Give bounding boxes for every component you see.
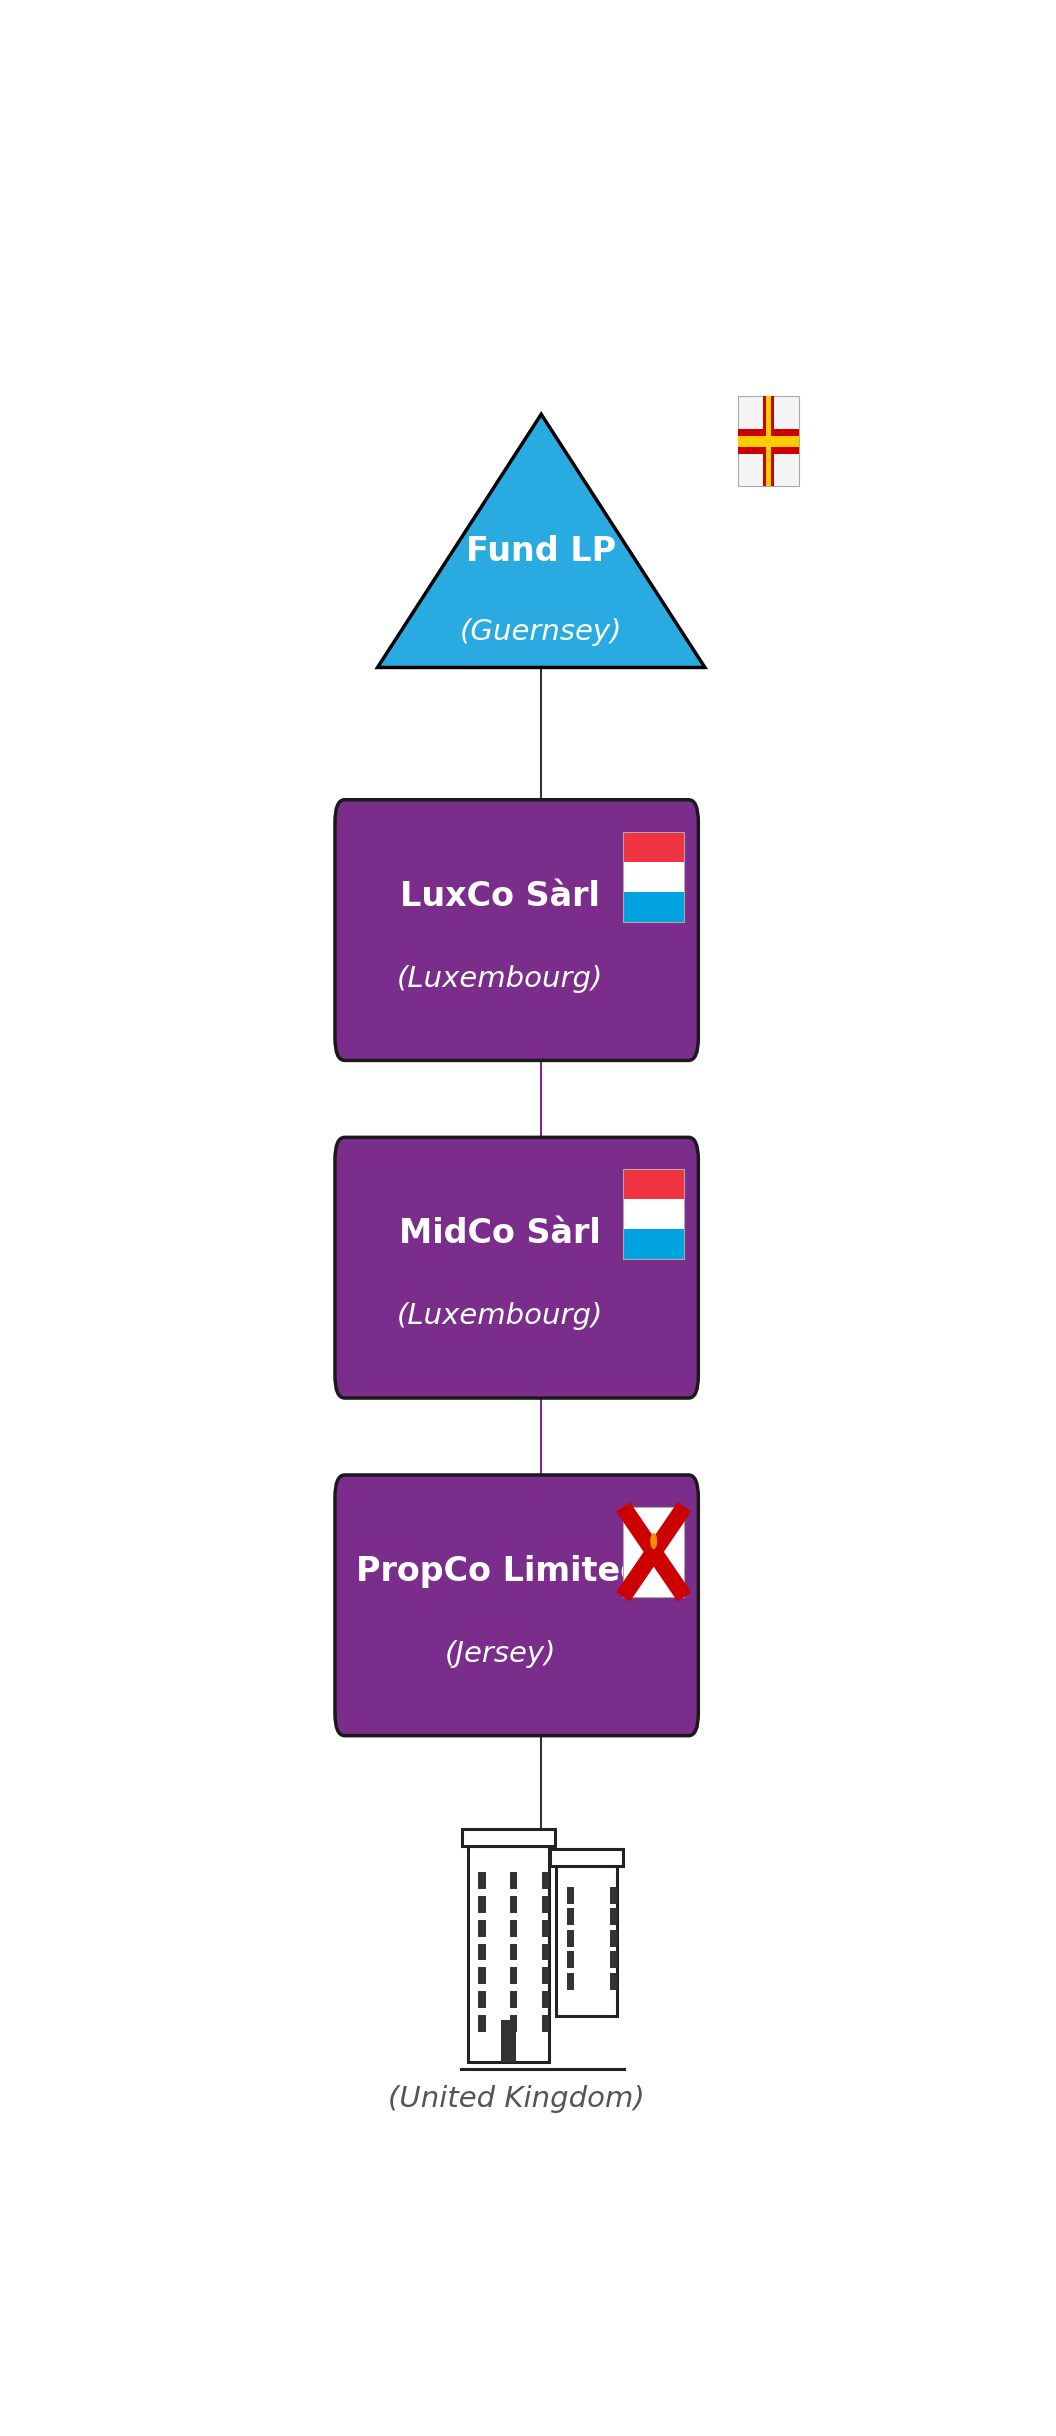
Bar	[478, 1968, 486, 1985]
Text: PropCo Limited: PropCo Limited	[356, 1554, 644, 1588]
Bar	[567, 1951, 574, 1968]
Bar	[623, 1169, 684, 1199]
Text: (Guernsey): (Guernsey)	[460, 619, 622, 646]
Bar	[623, 1230, 684, 1259]
Bar	[610, 1885, 618, 1903]
Bar	[542, 1990, 549, 2007]
Bar	[567, 1885, 574, 1903]
Bar	[478, 1895, 486, 1912]
Bar	[623, 1508, 684, 1598]
Text: (Luxembourg): (Luxembourg)	[397, 1303, 603, 1330]
Text: Fund LP: Fund LP	[466, 536, 617, 568]
Bar	[623, 862, 684, 892]
Text: LuxCo Sàrl: LuxCo Sàrl	[400, 879, 600, 914]
Polygon shape	[378, 414, 705, 667]
Bar	[510, 2015, 517, 2032]
FancyBboxPatch shape	[335, 799, 698, 1060]
Bar	[610, 1951, 618, 1968]
Bar	[542, 2015, 549, 2032]
Bar	[610, 1973, 618, 1990]
Text: (United Kingdom): (United Kingdom)	[389, 2085, 645, 2112]
Bar	[542, 1968, 549, 1985]
Bar	[542, 1920, 549, 1937]
Bar	[478, 1920, 486, 1937]
Bar	[550, 1849, 623, 1866]
Bar	[623, 892, 684, 921]
Bar	[737, 429, 799, 453]
Bar	[610, 1907, 618, 1924]
Bar	[766, 397, 771, 487]
Bar	[542, 1895, 549, 1912]
Bar	[461, 1829, 555, 1846]
Bar	[623, 831, 684, 862]
Bar	[510, 1968, 517, 1985]
Bar	[478, 1990, 486, 2007]
FancyBboxPatch shape	[335, 1138, 698, 1398]
Bar	[510, 1944, 517, 1961]
Bar	[567, 1907, 574, 1924]
Bar	[555, 1866, 618, 2017]
Text: MidCo Sàrl: MidCo Sàrl	[399, 1218, 601, 1250]
Text: (Jersey): (Jersey)	[445, 1639, 557, 1669]
Bar	[542, 1873, 549, 1890]
Bar	[542, 1944, 549, 1961]
Bar	[623, 1199, 684, 1230]
Bar	[510, 1990, 517, 2007]
Circle shape	[650, 1532, 657, 1549]
Bar	[510, 1920, 517, 1937]
Bar	[737, 397, 799, 487]
Bar	[478, 2015, 486, 2032]
Bar	[478, 1873, 486, 1890]
Bar	[468, 1846, 549, 2061]
Bar	[623, 1169, 684, 1259]
Bar	[610, 1929, 618, 1946]
Bar	[510, 1895, 517, 1912]
Text: (Luxembourg): (Luxembourg)	[397, 965, 603, 994]
Bar	[567, 1929, 574, 1946]
Bar	[502, 2019, 515, 2061]
Bar	[478, 1944, 486, 1961]
Bar	[737, 436, 799, 446]
Bar	[623, 831, 684, 921]
Bar	[567, 1973, 574, 1990]
FancyBboxPatch shape	[335, 1474, 698, 1737]
Bar	[510, 1873, 517, 1890]
Bar	[762, 397, 774, 487]
